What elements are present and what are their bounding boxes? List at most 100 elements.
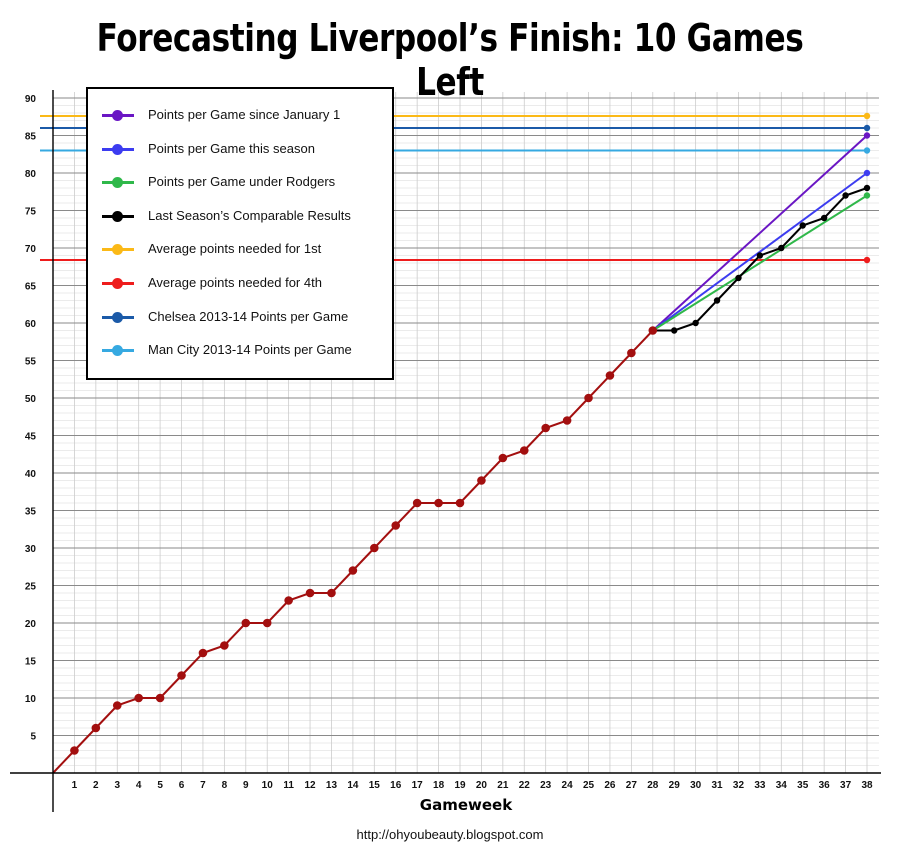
legend-label: Points per Game since January 1 (148, 107, 341, 122)
x-tick-label: 31 (711, 780, 723, 791)
x-tick-label: 1 (72, 780, 78, 791)
legend-label: Average points needed for 4th (148, 275, 322, 290)
actual-point (284, 596, 293, 605)
axes (10, 90, 881, 812)
actual-point (262, 618, 272, 628)
x-tick-label: 26 (604, 780, 616, 791)
hline-end-point (863, 112, 871, 120)
y-tick-label: 55 (25, 357, 37, 368)
y-tick-label: 40 (25, 469, 37, 480)
series-point (842, 192, 849, 199)
series-point (863, 192, 871, 199)
actual-point (91, 723, 101, 733)
x-tick-label: 24 (562, 780, 574, 791)
x-tick-label: 25 (583, 780, 595, 791)
legend-label: Man City 2013-14 Points per Game (148, 342, 352, 358)
series-line (652, 194, 868, 332)
series-point (820, 214, 828, 222)
x-tick-label: 33 (754, 780, 766, 791)
x-tick-label: 11 (283, 780, 294, 791)
legend-swatch-dot (112, 345, 123, 357)
x-tick-label: 12 (304, 780, 316, 791)
actual-point (627, 348, 636, 358)
x-tick-label: 29 (669, 780, 681, 791)
x-tick-label: 13 (326, 780, 338, 791)
y-tick-label: 75 (25, 207, 37, 218)
y-tick-label: 80 (25, 169, 37, 180)
actual-point (434, 498, 443, 508)
x-tick-label: 19 (454, 780, 466, 791)
y-tick-label: 85 (25, 132, 37, 143)
y-tick-label: 5 (30, 732, 36, 743)
x-tick-label: 14 (347, 780, 359, 791)
legend-item: Points per Game since January 1 (100, 106, 390, 126)
series-point (735, 274, 742, 282)
actual-point (605, 371, 615, 380)
x-tick-label: 23 (540, 780, 552, 791)
x-tick-label: 22 (519, 780, 531, 791)
series-point (692, 319, 699, 327)
actual-point (477, 476, 486, 485)
x-tick-label: 18 (433, 780, 445, 791)
actual-point (648, 326, 658, 335)
x-tick-label: 35 (797, 780, 809, 791)
y-tick-label: 70 (25, 244, 37, 255)
series-line (652, 172, 868, 332)
legend-label: Chelsea 2013-14 Points per Game (148, 308, 349, 324)
actual-point (155, 693, 165, 703)
x-tick-label: 10 (262, 780, 274, 791)
actual-point (519, 446, 529, 455)
legend-item: Last Season’s Comparable Results (100, 207, 390, 227)
hline-end-point (863, 256, 871, 264)
legend-label: Points per Game under Rodgers (148, 174, 336, 190)
y-tick-label: 20 (25, 619, 37, 630)
y-tick-label: 15 (25, 657, 37, 668)
y-tick-label: 90 (25, 94, 37, 105)
legend-swatch-dot (112, 210, 123, 222)
series-point (713, 297, 721, 304)
legend-item: Points per Game this season (100, 140, 390, 160)
x-tick-label: 2 (93, 780, 99, 791)
x-tick-label: 8 (222, 780, 228, 791)
y-tick-label: 50 (25, 394, 37, 405)
actual-point (370, 543, 379, 553)
actual-point (455, 498, 465, 508)
y-tick-label: 30 (25, 544, 37, 555)
x-tick-label: 21 (497, 780, 509, 791)
series-point (863, 169, 871, 177)
legend-swatch-dot (112, 244, 123, 256)
actual-point (391, 521, 401, 530)
x-tick-label: 16 (390, 780, 402, 791)
legend-item: Average points needed for 4th (100, 274, 390, 294)
x-tick-label: 37 (840, 780, 852, 791)
y-tick-label: 10 (25, 694, 37, 705)
actual-point (498, 453, 508, 463)
legend-swatch-dot (112, 177, 123, 189)
legend-swatch-dot (112, 311, 123, 323)
actual-point (327, 588, 336, 598)
hline-end-point (863, 124, 871, 132)
legend-item: Chelsea 2013-14 Points per Game (100, 308, 390, 328)
y-tick-label: 45 (25, 432, 37, 443)
y-tick-label: 35 (25, 507, 37, 518)
series-point (778, 244, 785, 252)
actual-point (112, 701, 122, 710)
x-tick-label: 38 (861, 780, 873, 791)
actual-point (584, 393, 593, 403)
actual-point (412, 498, 422, 508)
y-tick-label: 65 (25, 282, 37, 293)
x-tick-label: 6 (179, 780, 185, 791)
x-tick-label: 17 (412, 780, 424, 791)
legend-label: Last Season’s Comparable Results (148, 207, 351, 223)
series-line (652, 134, 868, 332)
series-point (756, 252, 764, 259)
actual-point (541, 423, 550, 433)
chart-title: Forecasting Liverpool’s Finish: 10 Games… (96, 16, 804, 104)
legend-item: Points per Game under Rodgers (100, 173, 390, 193)
x-tick-label: 30 (690, 780, 702, 791)
x-tick-label: 7 (200, 780, 206, 791)
series-point (671, 327, 678, 334)
actual-point (70, 746, 79, 755)
actual-point (177, 671, 186, 680)
